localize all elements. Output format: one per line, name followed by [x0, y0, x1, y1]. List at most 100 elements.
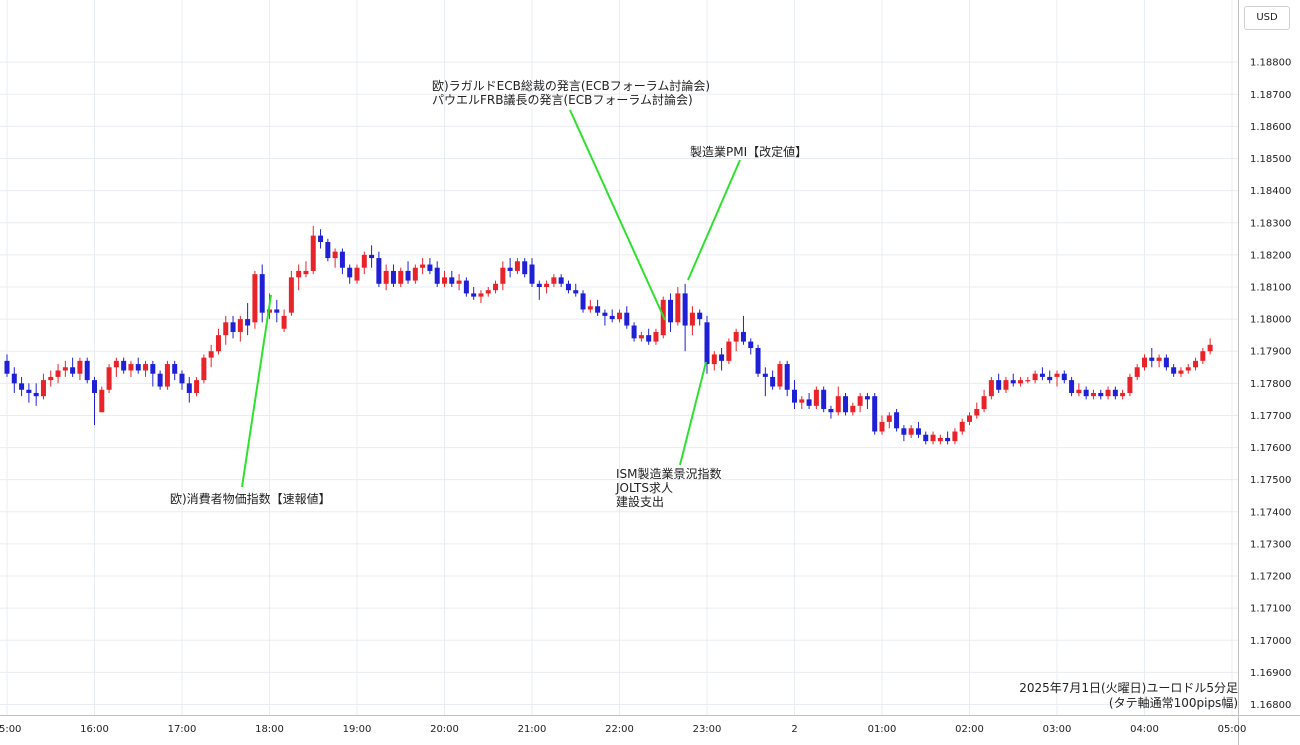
candle [310, 225, 316, 275]
x-tick-label: 03:00 [1043, 724, 1072, 735]
candle-body [631, 325, 637, 339]
candle [427, 258, 433, 275]
candle-body [806, 399, 812, 406]
candle [1185, 364, 1191, 374]
candle-body [799, 399, 805, 403]
candle-body [1178, 370, 1184, 374]
candle-body [1171, 367, 1177, 374]
candle [449, 270, 455, 287]
candle-body [1134, 367, 1140, 377]
candles [4, 225, 1213, 445]
candle-body [201, 357, 207, 381]
candle [646, 328, 652, 345]
y-tick-label: 1.18800 [1250, 58, 1291, 69]
x-tick-label: 21:00 [518, 724, 547, 735]
candle [398, 267, 404, 287]
x-axis-tick-labels: 15:00 16:00 17:00 18:00 19:00 20:00 21:00 22:00… [0, 724, 1246, 735]
candle [135, 357, 141, 374]
candle-body [485, 290, 491, 294]
candle [70, 357, 76, 377]
candle-body [879, 421, 885, 432]
candle [792, 380, 797, 410]
candle [609, 309, 615, 323]
candle-body [580, 293, 586, 310]
candle [347, 264, 353, 284]
candle [186, 376, 192, 403]
candle [456, 274, 462, 291]
candle [179, 370, 185, 390]
candle [813, 386, 819, 410]
candle [354, 264, 360, 284]
x-tick-label: 04:00 [1130, 724, 1159, 735]
candle-body [288, 277, 294, 313]
candle-body [843, 396, 849, 413]
candle [106, 364, 112, 393]
y-tick-label: 1.18600 [1250, 122, 1291, 133]
candle [733, 328, 739, 352]
candle-body [369, 254, 375, 259]
candle [1120, 389, 1126, 400]
annotation-line-pmi [687, 159, 741, 281]
chart-title: 2025年7月1日(火曜日)ユーロドル5分足 [1019, 681, 1238, 695]
candle-body [573, 290, 579, 294]
candle [1054, 370, 1060, 387]
candle-body [668, 299, 674, 323]
candle-body [1054, 373, 1060, 377]
candle [1134, 364, 1140, 381]
candle-body [813, 389, 819, 406]
candle [908, 425, 914, 438]
x-tick-label: 18:00 [255, 724, 284, 735]
candle [529, 258, 535, 287]
candle-body [967, 415, 972, 422]
candle [471, 286, 477, 300]
candle-body [456, 280, 462, 284]
candle-body [1018, 380, 1024, 384]
candle [573, 283, 579, 297]
candle [99, 386, 105, 413]
candle-body [412, 267, 418, 281]
candle-body [1142, 357, 1147, 368]
candle-body [835, 396, 841, 413]
annotation-line-text: 欧)消費者物価指数【速報値】 [170, 491, 331, 506]
x-tick-label: 19:00 [343, 724, 372, 735]
candle-body [872, 396, 878, 432]
x-tick-label: 16:00 [80, 724, 109, 735]
candle [901, 425, 907, 442]
candle-body [514, 261, 520, 271]
candle [1018, 376, 1024, 387]
candle [828, 405, 834, 419]
candle [1032, 370, 1038, 384]
candle-body [332, 251, 338, 259]
candle-body [784, 364, 790, 390]
candle [1207, 338, 1213, 355]
candle-body [245, 319, 251, 326]
candle [1025, 376, 1031, 384]
candle-body [821, 389, 827, 410]
candle [84, 357, 90, 384]
candle [92, 376, 97, 426]
y-tick-label: 1.18500 [1250, 154, 1291, 165]
currency-button[interactable]: USD [1244, 6, 1290, 30]
candle-body [937, 437, 943, 442]
y-tick-label: 1.18300 [1250, 218, 1291, 229]
candle-body [237, 319, 243, 332]
y-tick-label: 1.18200 [1250, 250, 1291, 261]
candle-body [1120, 392, 1126, 397]
candle-body [675, 293, 681, 323]
candle [369, 245, 375, 268]
candle-body [223, 322, 229, 336]
annotation-line-text: JOLTS求人 [615, 481, 673, 495]
candle-body [442, 277, 447, 284]
annotation-speech: 欧)ラガルドECB総裁の発言(ECBフォーラム討論会)パウエルFRB議長の発言(… [432, 78, 710, 107]
candle-body [208, 351, 214, 358]
candle [835, 386, 841, 416]
candle-body [558, 277, 564, 284]
candle-body [974, 409, 980, 416]
candle [1098, 389, 1104, 400]
candle [894, 409, 900, 432]
candle-body [383, 270, 389, 284]
candle [668, 293, 674, 332]
candle [215, 328, 221, 355]
candle [288, 270, 294, 316]
